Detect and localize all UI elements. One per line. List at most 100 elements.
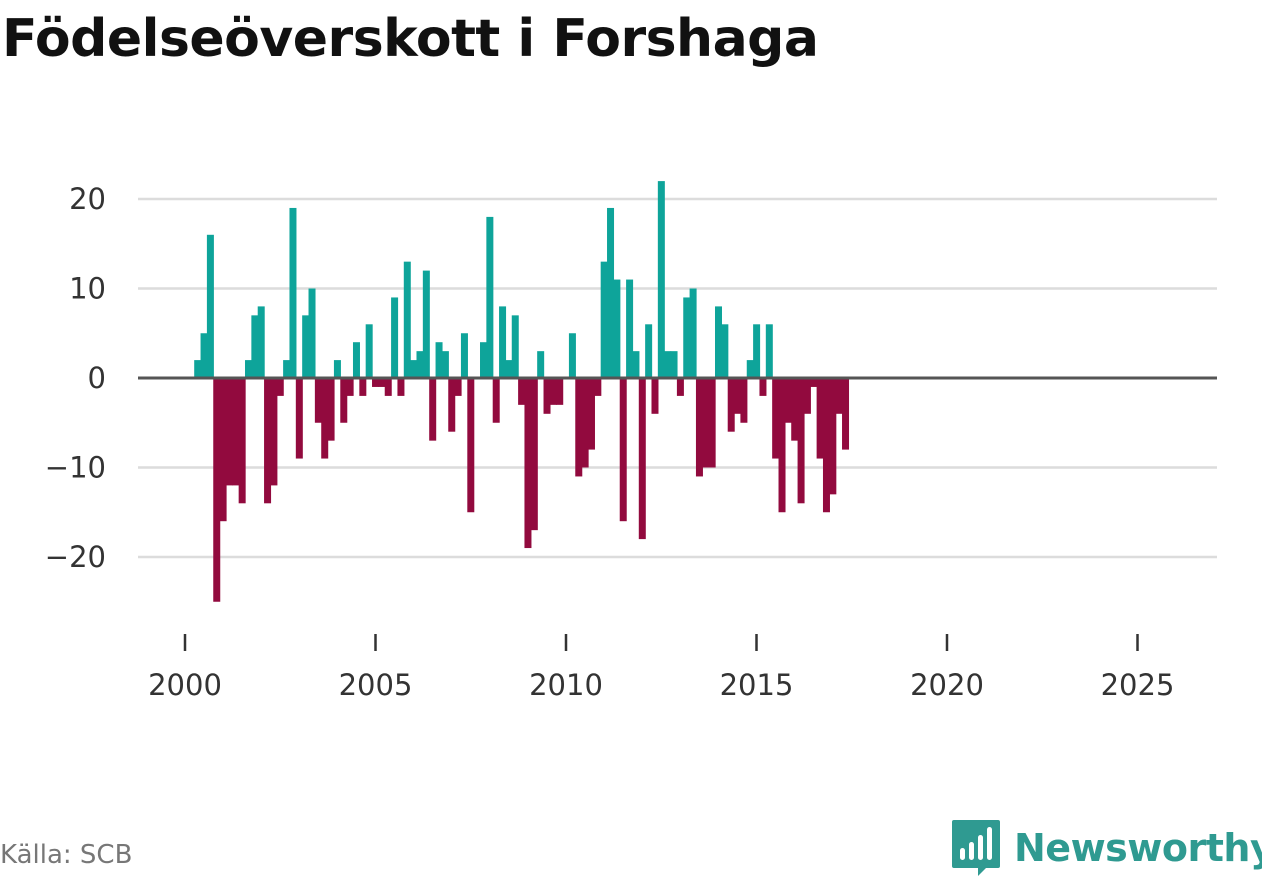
bar-positive xyxy=(435,342,443,378)
bar-negative xyxy=(734,378,742,414)
bar-positive xyxy=(245,360,253,378)
bar-negative xyxy=(448,378,456,432)
bar-positive xyxy=(480,342,488,378)
bar-negative xyxy=(276,378,284,396)
bar-positive xyxy=(568,333,576,378)
x-tick-label: 2005 xyxy=(339,668,413,702)
bar-positive xyxy=(302,315,310,378)
bar-positive xyxy=(715,306,722,378)
x-tick-label: 2025 xyxy=(1101,668,1175,702)
bar-negative xyxy=(397,378,405,396)
x-tick-label: 2010 xyxy=(529,668,603,702)
bar-negative xyxy=(740,378,748,423)
bar-positive xyxy=(391,297,399,378)
brand-logo: Newsworthy xyxy=(950,818,1262,878)
bar-negative xyxy=(556,378,564,405)
bar-positive xyxy=(613,279,621,378)
bar-negative xyxy=(594,378,602,396)
bar-positive xyxy=(626,279,634,378)
bar-negative xyxy=(791,378,799,441)
bar-negative xyxy=(359,378,367,396)
bar-positive xyxy=(352,342,360,378)
bar-negative xyxy=(524,378,532,549)
bar-negative xyxy=(314,378,322,423)
bar-negative xyxy=(803,378,811,414)
bar-positive xyxy=(460,333,468,378)
bar-negative xyxy=(829,378,837,495)
x-tick-label: 2015 xyxy=(720,668,794,702)
bar-positive xyxy=(746,360,754,378)
bar-negative xyxy=(384,378,392,396)
y-tick-label: 20 xyxy=(69,182,106,216)
bar-negative xyxy=(543,378,551,414)
bar-negative xyxy=(270,378,278,486)
bar-positive xyxy=(537,351,545,378)
bar-negative xyxy=(219,378,227,522)
bar-negative xyxy=(454,378,462,396)
y-tick-label: 10 xyxy=(69,272,106,306)
bar-positive xyxy=(670,351,678,378)
y-tick-label: −10 xyxy=(45,451,106,485)
y-tick-label: −20 xyxy=(45,540,106,574)
bar-negative xyxy=(295,378,303,459)
bar-positive xyxy=(333,360,341,378)
bar-negative xyxy=(651,378,659,414)
bar-positive xyxy=(753,324,761,378)
bar-positive xyxy=(499,306,507,378)
bar-negative xyxy=(549,378,557,405)
brand-name: Newsworthy xyxy=(1014,826,1262,870)
bar-negative xyxy=(346,378,354,396)
bar-positive xyxy=(632,351,640,378)
bar-positive xyxy=(683,297,691,378)
bar-positive xyxy=(403,261,411,378)
bar-positive xyxy=(486,216,494,378)
bar-negative xyxy=(492,378,500,423)
bar-negative xyxy=(518,378,526,405)
bar-negative xyxy=(587,378,595,450)
bar-positive xyxy=(257,306,265,378)
bar-negative xyxy=(842,378,850,450)
bar-negative xyxy=(530,378,538,531)
bar-negative xyxy=(327,378,335,441)
bar-negative xyxy=(695,378,703,477)
bar-positive xyxy=(410,360,418,378)
bar-positive xyxy=(206,234,214,378)
bar-negative xyxy=(727,378,735,432)
bar-positive xyxy=(721,324,729,378)
bar-negative xyxy=(467,378,475,513)
bar-negative xyxy=(575,378,583,477)
bar-negative xyxy=(784,378,792,423)
bar-positive xyxy=(308,288,316,378)
bar-positive xyxy=(765,324,773,378)
bar-negative xyxy=(321,378,329,459)
bar-negative xyxy=(238,378,246,504)
bar-positive xyxy=(200,333,208,378)
bar-negative xyxy=(213,378,221,602)
bar-negative xyxy=(759,378,767,396)
bar-positive xyxy=(657,181,665,378)
bar-negative xyxy=(378,378,386,387)
bar-positive xyxy=(645,324,653,378)
bar-positive xyxy=(607,207,615,378)
bar-positive xyxy=(289,207,297,378)
x-tick-label: 2020 xyxy=(910,668,984,702)
bar-positive xyxy=(689,288,697,378)
newsworthy-logo-icon xyxy=(952,820,1000,876)
bar-positive xyxy=(365,324,373,378)
bar-positive xyxy=(505,360,513,378)
bar-negative xyxy=(264,378,272,504)
bar-negative xyxy=(619,378,627,522)
y-tick-label: 0 xyxy=(88,361,106,395)
bar-negative xyxy=(372,378,380,387)
bar-positive xyxy=(664,351,672,378)
bar-negative xyxy=(638,378,646,540)
bar-negative xyxy=(232,378,240,486)
bar-negative xyxy=(676,378,684,396)
bar-positive xyxy=(441,351,449,378)
bar-negative xyxy=(797,378,805,504)
bars-layer xyxy=(194,181,850,602)
bar-negative xyxy=(429,378,437,441)
bar-negative xyxy=(772,378,780,459)
bar-negative xyxy=(778,378,786,513)
